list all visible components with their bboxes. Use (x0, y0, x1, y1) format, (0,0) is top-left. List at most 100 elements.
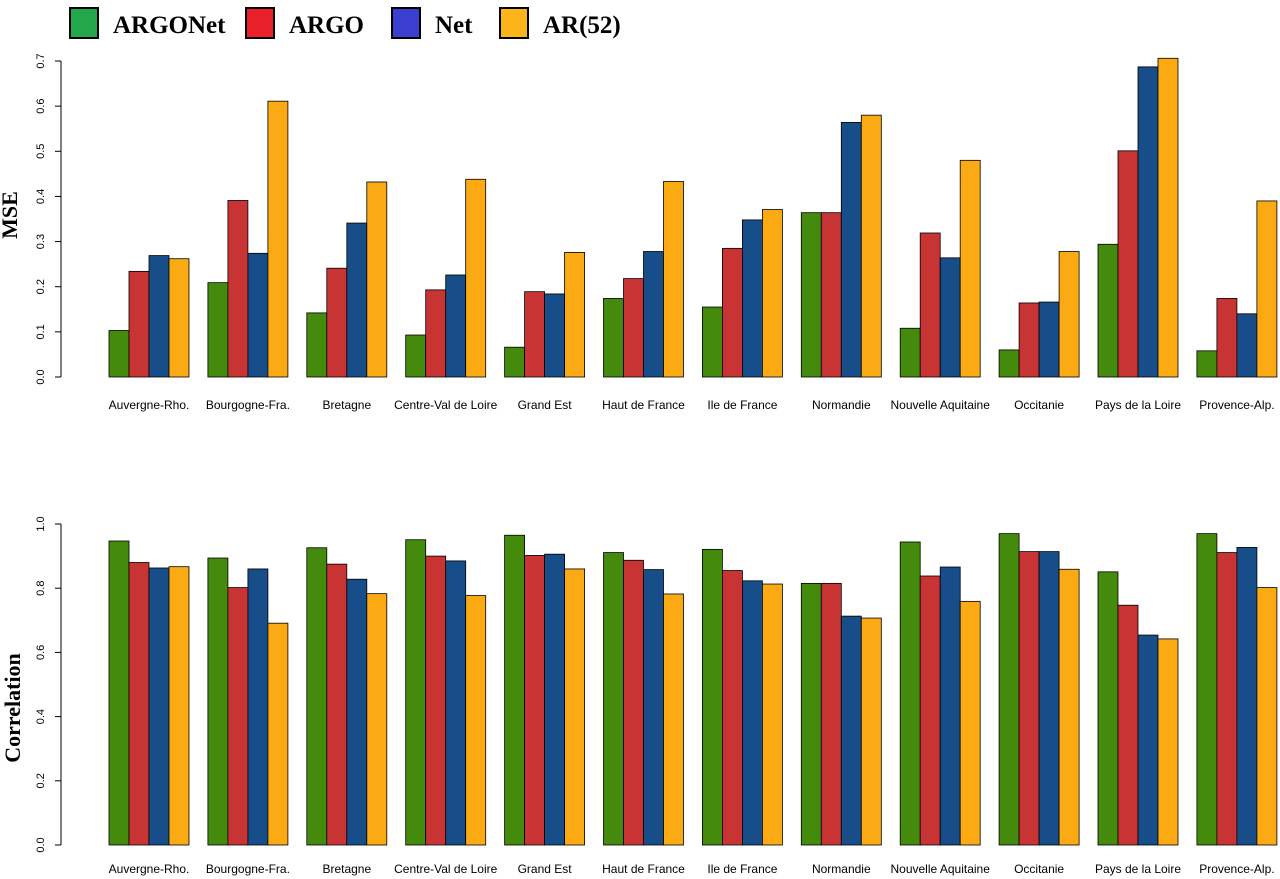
mse-y-tick-label: 0.6 (35, 98, 47, 113)
corr-bar-ile-de-france-ar-52 (762, 583, 783, 846)
corr-bar-nouvelle-aquitaine-argonet (899, 541, 921, 846)
mse-bar-occitanie-ar-52 (1058, 251, 1080, 378)
legend-label-argo: ARGO (289, 12, 364, 39)
mse-bar-haut-de-france-argo (623, 278, 644, 378)
corr-y-tick-label: 0.4 (35, 709, 47, 724)
mse-bar-ile-de-france-net (742, 219, 763, 378)
corr-bar-occitanie-net (1038, 551, 1060, 846)
mse-bar-bourgogne-fra-ar-52 (267, 100, 289, 378)
corr-bar-pays-de-la-loire-net (1137, 634, 1159, 846)
corr-bar-auvergne-rho-argonet (108, 540, 130, 846)
corr-bar-occitanie-argonet (998, 533, 1020, 846)
mse-bar-bretagne-net (346, 222, 368, 378)
mse-category-label: Nouvelle Aquitaine (890, 398, 990, 412)
corr-y-tick-label: 0.8 (35, 581, 47, 596)
mse-category-label: Provence-Alp. (1199, 398, 1274, 412)
mse-bar-auvergne-rho-net (148, 255, 170, 378)
mse-category-label: Pays de la Loire (1095, 398, 1181, 412)
corr-bar-bourgogne-fra-net (247, 568, 269, 846)
corr-bar-ile-de-france-argo (722, 570, 743, 846)
corr-category-label: Occitanie (1014, 862, 1064, 876)
corr-bar-occitanie-argo (1018, 551, 1040, 846)
mse-bar-grand-est-argonet (504, 346, 526, 378)
mse-bar-pays-de-la-loire-argonet (1097, 243, 1119, 378)
corr-bar-normandie-ar-52 (860, 617, 882, 846)
mse-bar-haut-de-france-net (643, 251, 664, 378)
corr-bar-bourgogne-fra-argonet (207, 557, 229, 846)
mse-category-label: Centre-Val de Loire (394, 398, 497, 412)
mse-bar-auvergne-rho-ar-52 (168, 258, 190, 378)
corr-category-label: Auvergne-Rho. (109, 862, 190, 876)
mse-category-label: Occitanie (1014, 398, 1064, 412)
mse-bar-provence-alp-argo (1216, 298, 1238, 378)
corr-y-tick-label: 0.2 (35, 773, 47, 788)
corr-category-label: Bourgogne-Fra. (206, 862, 290, 876)
mse-bar-pays-de-la-loire-net (1137, 66, 1159, 378)
mse-category-label: Normandie (812, 398, 871, 412)
mse-bar-bourgogne-fra-argo (227, 200, 249, 378)
corr-y-tick-label: 0.6 (35, 645, 47, 660)
mse-bar-auvergne-rho-argo (128, 270, 150, 378)
corr-category-label: Pays de la Loire (1095, 862, 1181, 876)
corr-bar-pays-de-la-loire-argo (1117, 604, 1139, 846)
mse-bar-centre-val-de-loire-argonet (405, 334, 427, 378)
corr-bar-centre-val-de-loire-ar-52 (465, 595, 487, 846)
corr-bar-haut-de-france-net (643, 569, 664, 846)
mse-bar-haut-de-france-ar-52 (663, 181, 684, 378)
corr-bar-nouvelle-aquitaine-argo (919, 575, 941, 846)
corr-bar-bourgogne-fra-argo (227, 587, 249, 846)
corr-bar-ile-de-france-net (742, 580, 763, 846)
mse-bar-provence-alp-ar-52 (1256, 200, 1278, 378)
legend: ARGONet ARGO Net AR(52) (69, 7, 621, 39)
mse-bar-normandie-argonet (800, 212, 822, 378)
corr-category-label: Normandie (812, 862, 871, 876)
corr-bar-normandie-argonet (800, 582, 822, 846)
corr-bar-nouvelle-aquitaine-net (939, 566, 961, 846)
corr-bar-ile-de-france-argonet (702, 548, 723, 846)
corr-bar-provence-alp-ar-52 (1256, 587, 1278, 846)
corr-category-label: Grand Est (518, 862, 573, 876)
correlation-chart: 0.0 0.2 0.4 0.6 0.8 1.0 Correlation Auvergne-Rh… (0, 516, 1278, 876)
mse-bar-normandie-net (840, 121, 862, 378)
corr-category-label: Bretagne (322, 862, 371, 876)
mse-bar-nouvelle-aquitaine-ar-52 (959, 159, 981, 378)
legend-swatch-net (391, 7, 421, 39)
mse-y-tick-label: 0.2 (35, 279, 47, 294)
mse-bar-centre-val-de-loire-argo (425, 289, 447, 378)
legend-swatch-argo (245, 7, 275, 39)
mse-bar-grand-est-ar-52 (564, 252, 585, 378)
legend-label-ar-52: AR(52) (543, 12, 621, 39)
corr-bar-bretagne-net (346, 578, 368, 846)
mse-bar-auvergne-rho-argonet (108, 330, 130, 378)
mse-category-label: Haut de France (602, 398, 685, 412)
mse-bar-bretagne-ar-52 (366, 181, 388, 378)
corr-bar-pays-de-la-loire-ar-52 (1157, 638, 1179, 846)
corr-bar-provence-alp-argonet (1196, 533, 1218, 846)
mse-y-tick-label: 0.0 (35, 369, 47, 384)
mse-bar-centre-val-de-loire-net (445, 274, 467, 378)
mse-bar-bretagne-argonet (306, 312, 328, 378)
mse-bar-normandie-argo (820, 212, 842, 378)
legend-label-argonet: ARGONet (113, 12, 226, 39)
mse-y-axis-title: MSE (0, 191, 22, 239)
corr-bar-nouvelle-aquitaine-ar-52 (959, 600, 981, 846)
corr-bar-haut-de-france-argonet (603, 552, 624, 846)
corr-category-label: Provence-Alp. (1199, 862, 1274, 876)
mse-bar-occitanie-net (1038, 301, 1060, 378)
corr-bar-occitanie-ar-52 (1058, 568, 1080, 846)
mse-bar-pays-de-la-loire-ar-52 (1157, 57, 1179, 378)
mse-category-label: Bourgogne-Fra. (206, 398, 290, 412)
mse-bar-grand-est-argo (524, 291, 545, 378)
corr-bar-grand-est-argonet (504, 534, 526, 846)
corr-bar-centre-val-de-loire-argonet (405, 539, 427, 846)
mse-bar-ile-de-france-argo (722, 247, 743, 378)
mse-category-label: Bretagne (322, 398, 371, 412)
legend-label-net: Net (435, 12, 473, 39)
corr-bar-grand-est-ar-52 (564, 568, 585, 846)
mse-bar-provence-alp-argonet (1196, 350, 1218, 378)
mse-category-label: Auvergne-Rho. (109, 398, 190, 412)
corr-bar-grand-est-argo (524, 555, 545, 846)
corr-category-label: Nouvelle Aquitaine (890, 862, 990, 876)
corr-bar-haut-de-france-argo (623, 559, 644, 846)
